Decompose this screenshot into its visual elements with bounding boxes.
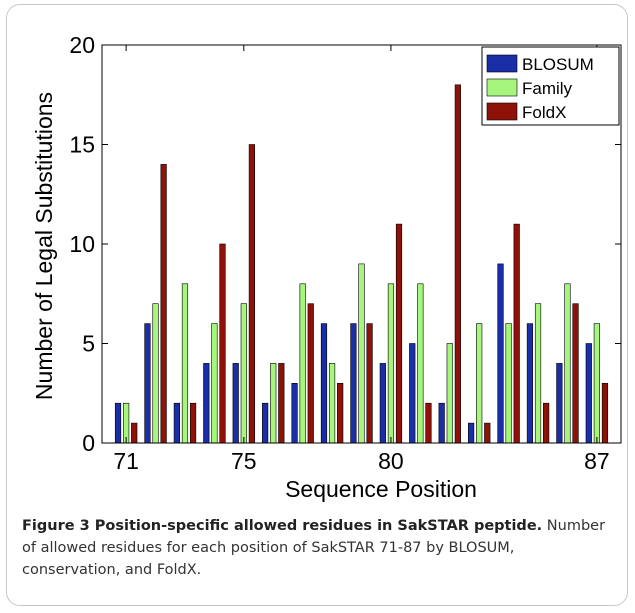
bar-foldx-84: [513, 223, 520, 444]
legend-label-blosum: BLOSUM: [522, 55, 594, 74]
bar-family-78: [328, 363, 336, 444]
bar-foldx-85: [543, 402, 550, 444]
bar-foldx-75: [248, 144, 256, 444]
bar-foldx-77: [307, 303, 314, 444]
legend-swatch-foldx: [486, 102, 518, 121]
y-tick-label-10: 10: [69, 231, 95, 257]
caption-title: Figure 3 Position-specific allowed resid…: [22, 518, 537, 534]
bar-foldx-81: [425, 402, 432, 444]
bar-blosum-83: [467, 422, 475, 444]
caption-body: Number of allowed residues for each posi…: [22, 518, 606, 578]
x-tick-label-87: 87: [584, 448, 610, 474]
bar-chart: 0 5 10 15 20 71 75 80 87 BLOSUM Family FoldX Number…: [31, 32, 622, 502]
bar-blosum-76: [262, 402, 269, 444]
bar-blosum-71: [114, 402, 122, 444]
bar-blosum-73: [173, 402, 180, 444]
legend-swatch-blosum: [486, 54, 518, 73]
x-tick-label-71: 71: [113, 448, 139, 474]
bar-blosum-78: [320, 323, 328, 444]
bar-family-85: [534, 303, 542, 444]
y-tick-label-15: 15: [69, 132, 95, 158]
bar-foldx-72: [160, 164, 167, 444]
bar-foldx-87: [601, 382, 609, 444]
y-tick-label-5: 5: [82, 331, 95, 357]
bar-foldx-73: [189, 402, 197, 444]
bar-foldx-80: [395, 223, 403, 444]
bar-blosum-75: [232, 363, 239, 444]
figure-caption: Figure 3 Position-specific allowed resid…: [22, 515, 612, 581]
bar-family-84: [505, 323, 512, 444]
bar-blosum-86: [556, 363, 563, 444]
bar-foldx-86: [572, 303, 579, 444]
bar-blosum-77: [291, 382, 298, 444]
bar-family-73: [181, 283, 189, 444]
bar-family-75: [240, 303, 247, 444]
bar-foldx-83: [484, 422, 491, 444]
bar-blosum-79: [350, 323, 357, 444]
bar-family-77: [299, 283, 306, 444]
bar-foldx-78: [337, 382, 344, 444]
caption-title-period: .: [536, 518, 543, 534]
bar-family-80: [387, 283, 395, 444]
bar-family-79: [358, 263, 365, 444]
legend-swatch-family: [486, 78, 518, 97]
bar-family-83: [476, 323, 483, 444]
bar-blosum-87: [585, 343, 592, 444]
bar-foldx-79: [366, 323, 373, 444]
x-tick-label-75: 75: [231, 448, 257, 474]
bar-foldx-76: [278, 363, 285, 444]
bar-family-76: [270, 363, 277, 444]
bar-foldx-82: [454, 84, 461, 444]
x-axis-label: Sequence Position: [285, 476, 477, 502]
y-axis-label: Number of Legal Substitutions: [31, 92, 57, 400]
bar-foldx-71: [131, 422, 138, 444]
bar-blosum-72: [144, 323, 151, 444]
bar-foldx-74: [219, 243, 226, 444]
legend-label-family: Family: [522, 79, 573, 98]
bar-family-87: [593, 323, 600, 444]
bar-blosum-80: [379, 363, 386, 444]
y-tick-label-0: 0: [82, 430, 95, 456]
x-tick-label-80: 80: [378, 448, 404, 474]
bar-blosum-81: [409, 343, 416, 444]
bar-family-86: [564, 283, 571, 444]
bar-family-72: [152, 303, 159, 444]
bar-blosum-85: [526, 323, 534, 444]
bar-family-81: [417, 283, 424, 444]
bar-family-74: [211, 323, 218, 444]
y-tick-label-20: 20: [69, 32, 95, 58]
legend-label-foldx: FoldX: [522, 103, 566, 122]
bar-blosum-84: [497, 263, 504, 444]
bar-family-82: [446, 343, 453, 444]
bar-blosum-74: [203, 363, 210, 444]
bar-blosum-82: [438, 402, 445, 444]
plot-area: 0 5 10 15 20 71 75 80 87 BLOSUM Family FoldX: [69, 32, 622, 474]
